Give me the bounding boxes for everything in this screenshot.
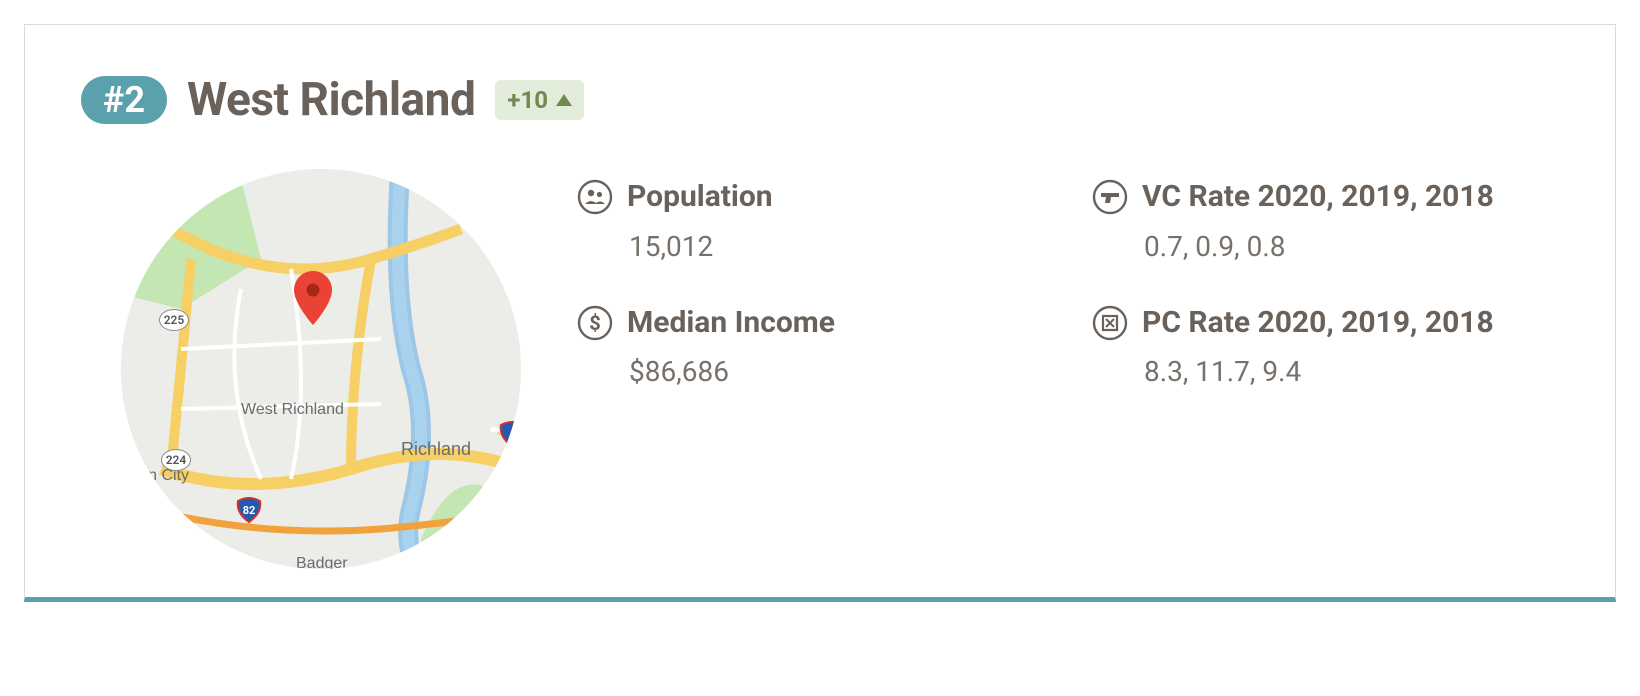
map-label-center: West Richland [241, 401, 344, 419]
rank-change-value: +10 [507, 86, 548, 114]
stat-label: Median Income [627, 303, 835, 344]
svg-text:82: 82 [243, 504, 256, 517]
city-card: #2 West Richland +10 [24, 24, 1616, 602]
people-icon [577, 179, 613, 215]
map-pin-icon [294, 271, 332, 325]
triangle-up-icon [556, 94, 572, 106]
stat-value: 0.7, 0.9, 0.8 [1142, 230, 1494, 263]
rank-change-badge: +10 [495, 80, 584, 120]
stat-value: 8.3, 11.7, 9.4 [1142, 355, 1494, 388]
stats-grid: Population 15,012 $ Median Income $86,68… [577, 169, 1559, 388]
interstate-shield-icon: 82 [236, 497, 262, 523]
stat-vc-rate: VC Rate 2020, 2019, 2018 0.7, 0.9, 0.8 [1092, 177, 1559, 263]
city-name[interactable]: West Richland [187, 73, 475, 127]
interstate-shield-icon [499, 421, 521, 447]
stats-column-left: Population 15,012 $ Median Income $86,68… [577, 177, 1044, 388]
map-thumbnail[interactable]: West Richland Richland enton City Badger… [121, 169, 521, 569]
route-shield-225: 225 [159, 309, 189, 331]
stat-label: VC Rate 2020, 2019, 2018 [1142, 177, 1494, 218]
card-content: West Richland Richland enton City Badger… [81, 169, 1559, 569]
stat-value: 15,012 [627, 230, 773, 263]
stats-column-right: VC Rate 2020, 2019, 2018 0.7, 0.9, 0.8 P… [1092, 177, 1559, 388]
route-shield-224: 224 [161, 449, 191, 471]
gun-icon [1092, 179, 1128, 215]
svg-text:$: $ [589, 311, 600, 335]
stat-population: Population 15,012 [577, 177, 1044, 263]
property-icon [1092, 305, 1128, 341]
stat-pc-rate: PC Rate 2020, 2019, 2018 8.3, 11.7, 9.4 [1092, 303, 1559, 389]
stat-label: Population [627, 177, 773, 218]
rank-badge: #2 [81, 76, 167, 124]
card-header: #2 West Richland +10 [81, 73, 1559, 127]
map-container: West Richland Richland enton City Badger… [81, 169, 521, 569]
stat-median-income: $ Median Income $86,686 [577, 303, 1044, 389]
stat-label: PC Rate 2020, 2019, 2018 [1142, 303, 1494, 344]
dollar-icon: $ [577, 305, 613, 341]
map-illustration [121, 169, 521, 569]
map-label-richland: Richland [401, 439, 471, 460]
map-label-badger: Badger [296, 555, 348, 569]
stat-value: $86,686 [627, 355, 835, 388]
